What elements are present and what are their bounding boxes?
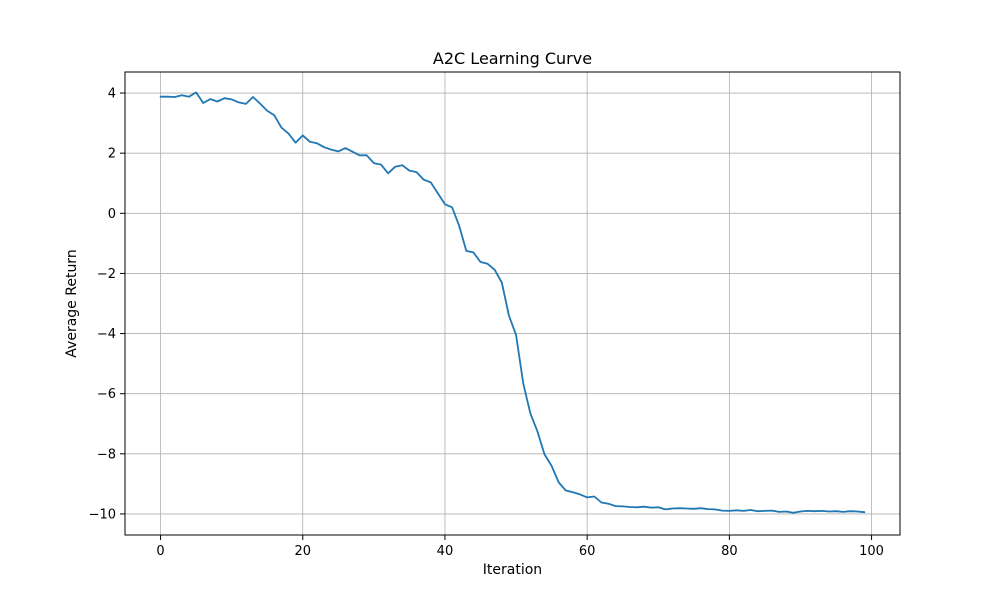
plot-area <box>125 72 900 535</box>
y-tick-label: 0 <box>108 207 116 222</box>
x-tick-label: 20 <box>294 544 311 559</box>
y-tick-label: −2 <box>97 267 116 282</box>
x-axis: 0 20 40 60 80 100 <box>156 535 884 559</box>
y-tick-label: 4 <box>108 87 116 102</box>
y-axis: 4 2 0 −2 −4 −6 −8 −10 <box>89 87 125 522</box>
x-tick-label: 80 <box>721 544 738 559</box>
x-tick-label: 60 <box>579 544 596 559</box>
x-tick-label: 0 <box>156 544 164 559</box>
x-tick-label: 40 <box>437 544 454 559</box>
series-line <box>159 91 866 514</box>
y-tick-label: −8 <box>97 447 116 462</box>
x-tick-label: 100 <box>859 544 884 559</box>
y-tick-label: −6 <box>97 387 116 402</box>
chart-title: A2C Learning Curve <box>433 49 592 68</box>
x-axis-title: Iteration <box>483 562 542 578</box>
y-tick-label: 2 <box>108 147 116 162</box>
y-axis-title: Average Return <box>64 249 80 357</box>
grid-lines <box>125 72 900 535</box>
plot-frame <box>124 71 901 536</box>
y-tick-label: −4 <box>97 327 116 342</box>
y-tick-label: −10 <box>89 507 116 522</box>
series-layer <box>159 91 866 514</box>
